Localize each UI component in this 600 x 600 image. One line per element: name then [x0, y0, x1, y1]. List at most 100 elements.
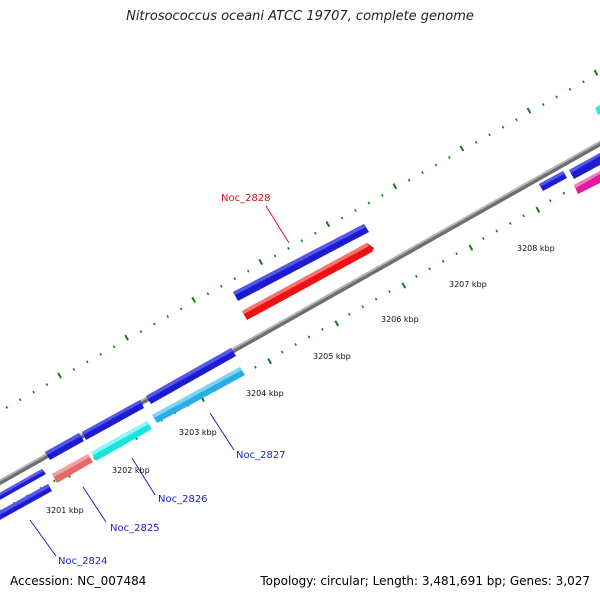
outer-scale-ticks	[5, 69, 599, 409]
minor-tick	[522, 214, 525, 218]
tick-label: 3204 kbp	[246, 389, 284, 398]
gene-feature[interactable]	[539, 171, 567, 191]
minor-tick	[99, 352, 102, 356]
minor-tick	[294, 343, 297, 347]
minor-tick	[380, 193, 384, 197]
minor-tick	[421, 171, 424, 175]
gene-feature[interactable]	[574, 171, 600, 194]
tick-label: 3205 kbp	[313, 352, 351, 361]
minor-tick	[280, 350, 284, 354]
major-tick	[325, 221, 331, 228]
minor-tick	[139, 330, 143, 334]
gene-feature-noc-2828-forward[interactable]	[233, 224, 369, 301]
reverse-strand-genes	[0, 105, 600, 521]
minor-tick	[434, 163, 438, 167]
minor-tick	[388, 290, 391, 294]
gene-feature[interactable]	[569, 153, 600, 179]
minor-tick	[72, 368, 76, 371]
minor-tick	[246, 269, 250, 273]
gene-feature[interactable]	[146, 348, 236, 404]
minor-tick	[474, 140, 478, 144]
minor-tick	[206, 292, 210, 296]
map-title: Nitrosococcus oceani ATCC 19707, complet…	[126, 9, 474, 24]
minor-tick	[541, 103, 545, 107]
minor-tick	[407, 178, 411, 182]
major-tick	[258, 258, 264, 266]
minor-tick	[166, 315, 170, 318]
minor-tick	[321, 327, 324, 331]
gene-label-noc-2827[interactable]: Noc_2827	[236, 450, 286, 461]
minor-tick	[254, 365, 257, 369]
minor-tick	[515, 118, 518, 122]
major-tick	[459, 145, 465, 152]
genome-summary-text: Topology: circular; Length: 3,481,691 bp…	[260, 574, 590, 588]
minor-tick	[85, 360, 89, 364]
minor-tick	[549, 199, 552, 203]
gene-label-noc-2828[interactable]: Noc_2828	[221, 193, 271, 204]
label-leader-lines	[29, 205, 290, 557]
minor-tick	[220, 284, 223, 288]
major-tick	[392, 183, 398, 190]
minor-tick	[287, 246, 290, 250]
minor-tick	[5, 405, 9, 409]
major-tick	[468, 244, 474, 251]
leader-line-noc-2826	[131, 457, 156, 496]
minor-tick	[555, 95, 558, 99]
tick-label: 3201 kbp	[46, 506, 84, 515]
minor-tick	[501, 125, 505, 129]
minor-tick	[313, 231, 317, 235]
gene-label-noc-2826[interactable]: Noc_2826	[158, 494, 208, 505]
minor-tick	[508, 221, 512, 225]
accession-text: Accession: NC_007484	[10, 574, 147, 588]
minor-tick	[32, 390, 35, 394]
minor-tick	[562, 191, 566, 195]
tick-labels: 3201 kbp 3202 kbp 3203 kbp 3204 kbp 3205…	[46, 244, 555, 515]
minor-tick	[441, 259, 445, 263]
gene-feature-noc-2825[interactable]	[52, 454, 93, 483]
minor-tick	[153, 322, 156, 326]
gene-feature[interactable]	[45, 433, 84, 460]
minor-tick	[340, 216, 344, 220]
minor-tick	[448, 156, 451, 159]
major-tick	[526, 107, 532, 114]
minor-tick	[374, 297, 378, 301]
minor-tick	[582, 80, 585, 84]
minor-tick	[300, 239, 304, 243]
gene-labels: Noc_2824 Noc_2825 Noc_2826 Noc_2827 Noc_…	[58, 193, 286, 567]
minor-tick	[52, 479, 56, 483]
tick-label: 3206 kbp	[381, 315, 419, 324]
gene-feature[interactable]	[0, 469, 46, 501]
forward-strand-genes	[0, 153, 600, 501]
gene-label-noc-2824[interactable]: Noc_2824	[58, 556, 108, 567]
major-tick	[535, 206, 541, 213]
major-tick	[267, 358, 273, 365]
gene-label-noc-2825[interactable]: Noc_2825	[110, 523, 160, 534]
leader-line-noc-2828	[265, 205, 290, 244]
minor-tick	[428, 267, 432, 271]
major-tick	[593, 69, 599, 76]
leader-line-noc-2827	[209, 412, 235, 451]
tick-label: 3202 kbp	[112, 466, 150, 475]
gene-feature-noc-2826[interactable]	[91, 421, 152, 461]
gene-feature-noc-2824[interactable]	[0, 484, 52, 521]
minor-tick	[488, 133, 491, 137]
tick-label: 3203 kbp	[179, 428, 217, 437]
gene-feature[interactable]	[595, 105, 600, 115]
major-tick	[124, 334, 129, 341]
gene-feature[interactable]	[82, 400, 144, 440]
minor-tick	[568, 87, 572, 91]
minor-tick	[455, 252, 458, 256]
leader-line-noc-2824	[29, 519, 57, 557]
minor-tick	[361, 305, 365, 309]
gene-feature-noc-2828[interactable]	[242, 243, 374, 320]
minor-tick	[482, 237, 485, 241]
minor-tick	[112, 345, 116, 349]
minor-tick	[307, 335, 311, 339]
gene-feature-noc-2827[interactable]	[152, 367, 245, 423]
leader-line-noc-2825	[82, 486, 107, 523]
major-tick	[334, 320, 340, 327]
minor-tick	[179, 307, 183, 311]
tick-label: 3207 kbp	[449, 280, 487, 289]
minor-tick	[354, 209, 357, 212]
